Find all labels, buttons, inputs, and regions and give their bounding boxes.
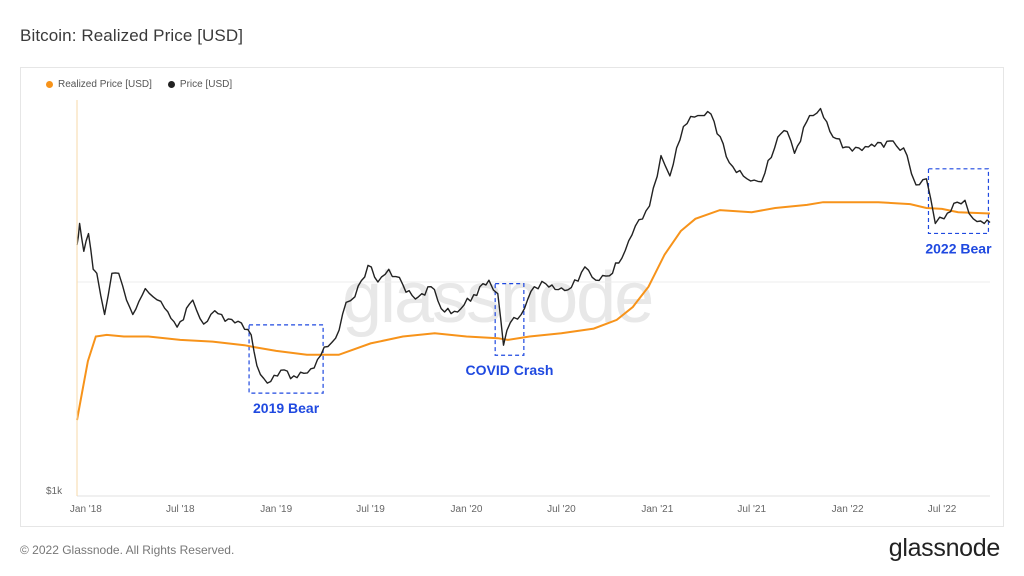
legend-dot-realized-price xyxy=(46,81,53,88)
annotation-label: 2022 Bear xyxy=(925,240,992,256)
annotation-boxes: 2019 Bear COVID Crash 2022 Bear xyxy=(248,168,992,416)
y-tick-label-1k: $1k xyxy=(46,486,63,497)
x-tick-label: Jan '20 xyxy=(451,504,483,515)
chart-title: Bitcoin: Realized Price [USD] xyxy=(20,26,244,45)
annotation-label: COVID Crash xyxy=(466,362,554,378)
chart-legend: Realized Price [USD] Price [USD] xyxy=(46,79,232,90)
grid-lines xyxy=(77,281,990,497)
legend-label-realized-price: Realized Price [USD] xyxy=(58,79,152,90)
legend-label-price: Price [USD] xyxy=(179,79,233,90)
annotation-box xyxy=(248,324,324,394)
chart-panel xyxy=(20,67,1004,527)
glassnode-logo: glassnode xyxy=(888,534,1001,562)
footer-copyright: © 2022 Glassnode. All Rights Reserved. xyxy=(20,543,235,557)
legend-dot-price xyxy=(167,81,175,88)
x-tick-label: Jan '22 xyxy=(832,504,864,515)
annotation-box xyxy=(494,283,525,356)
x-tick-label: Jan '19 xyxy=(260,504,292,515)
realized-price-line[interactable] xyxy=(76,201,991,421)
annotation-label: 2019 Bear xyxy=(253,400,320,416)
x-tick-label: Jul '19 xyxy=(356,504,385,515)
legend-item-price[interactable]: Price [USD] xyxy=(167,79,233,90)
x-tick-label: Jan '21 xyxy=(641,504,673,515)
price-line[interactable] xyxy=(76,107,991,384)
x-tick-label: Jul '21 xyxy=(737,504,766,515)
x-axis-ticks: Jan '18 Jul '18 Jan '19 Jul '19 Jan '20 Jul '… xyxy=(70,504,957,515)
x-tick-label: Jul '20 xyxy=(547,504,576,515)
x-tick-label: Jul '18 xyxy=(166,504,195,515)
x-tick-label: Jul '22 xyxy=(928,504,957,515)
legend-item-realized-price[interactable]: Realized Price [USD] xyxy=(46,79,152,90)
x-tick-label: Jan '18 xyxy=(70,504,102,515)
annotation-box xyxy=(927,168,990,235)
